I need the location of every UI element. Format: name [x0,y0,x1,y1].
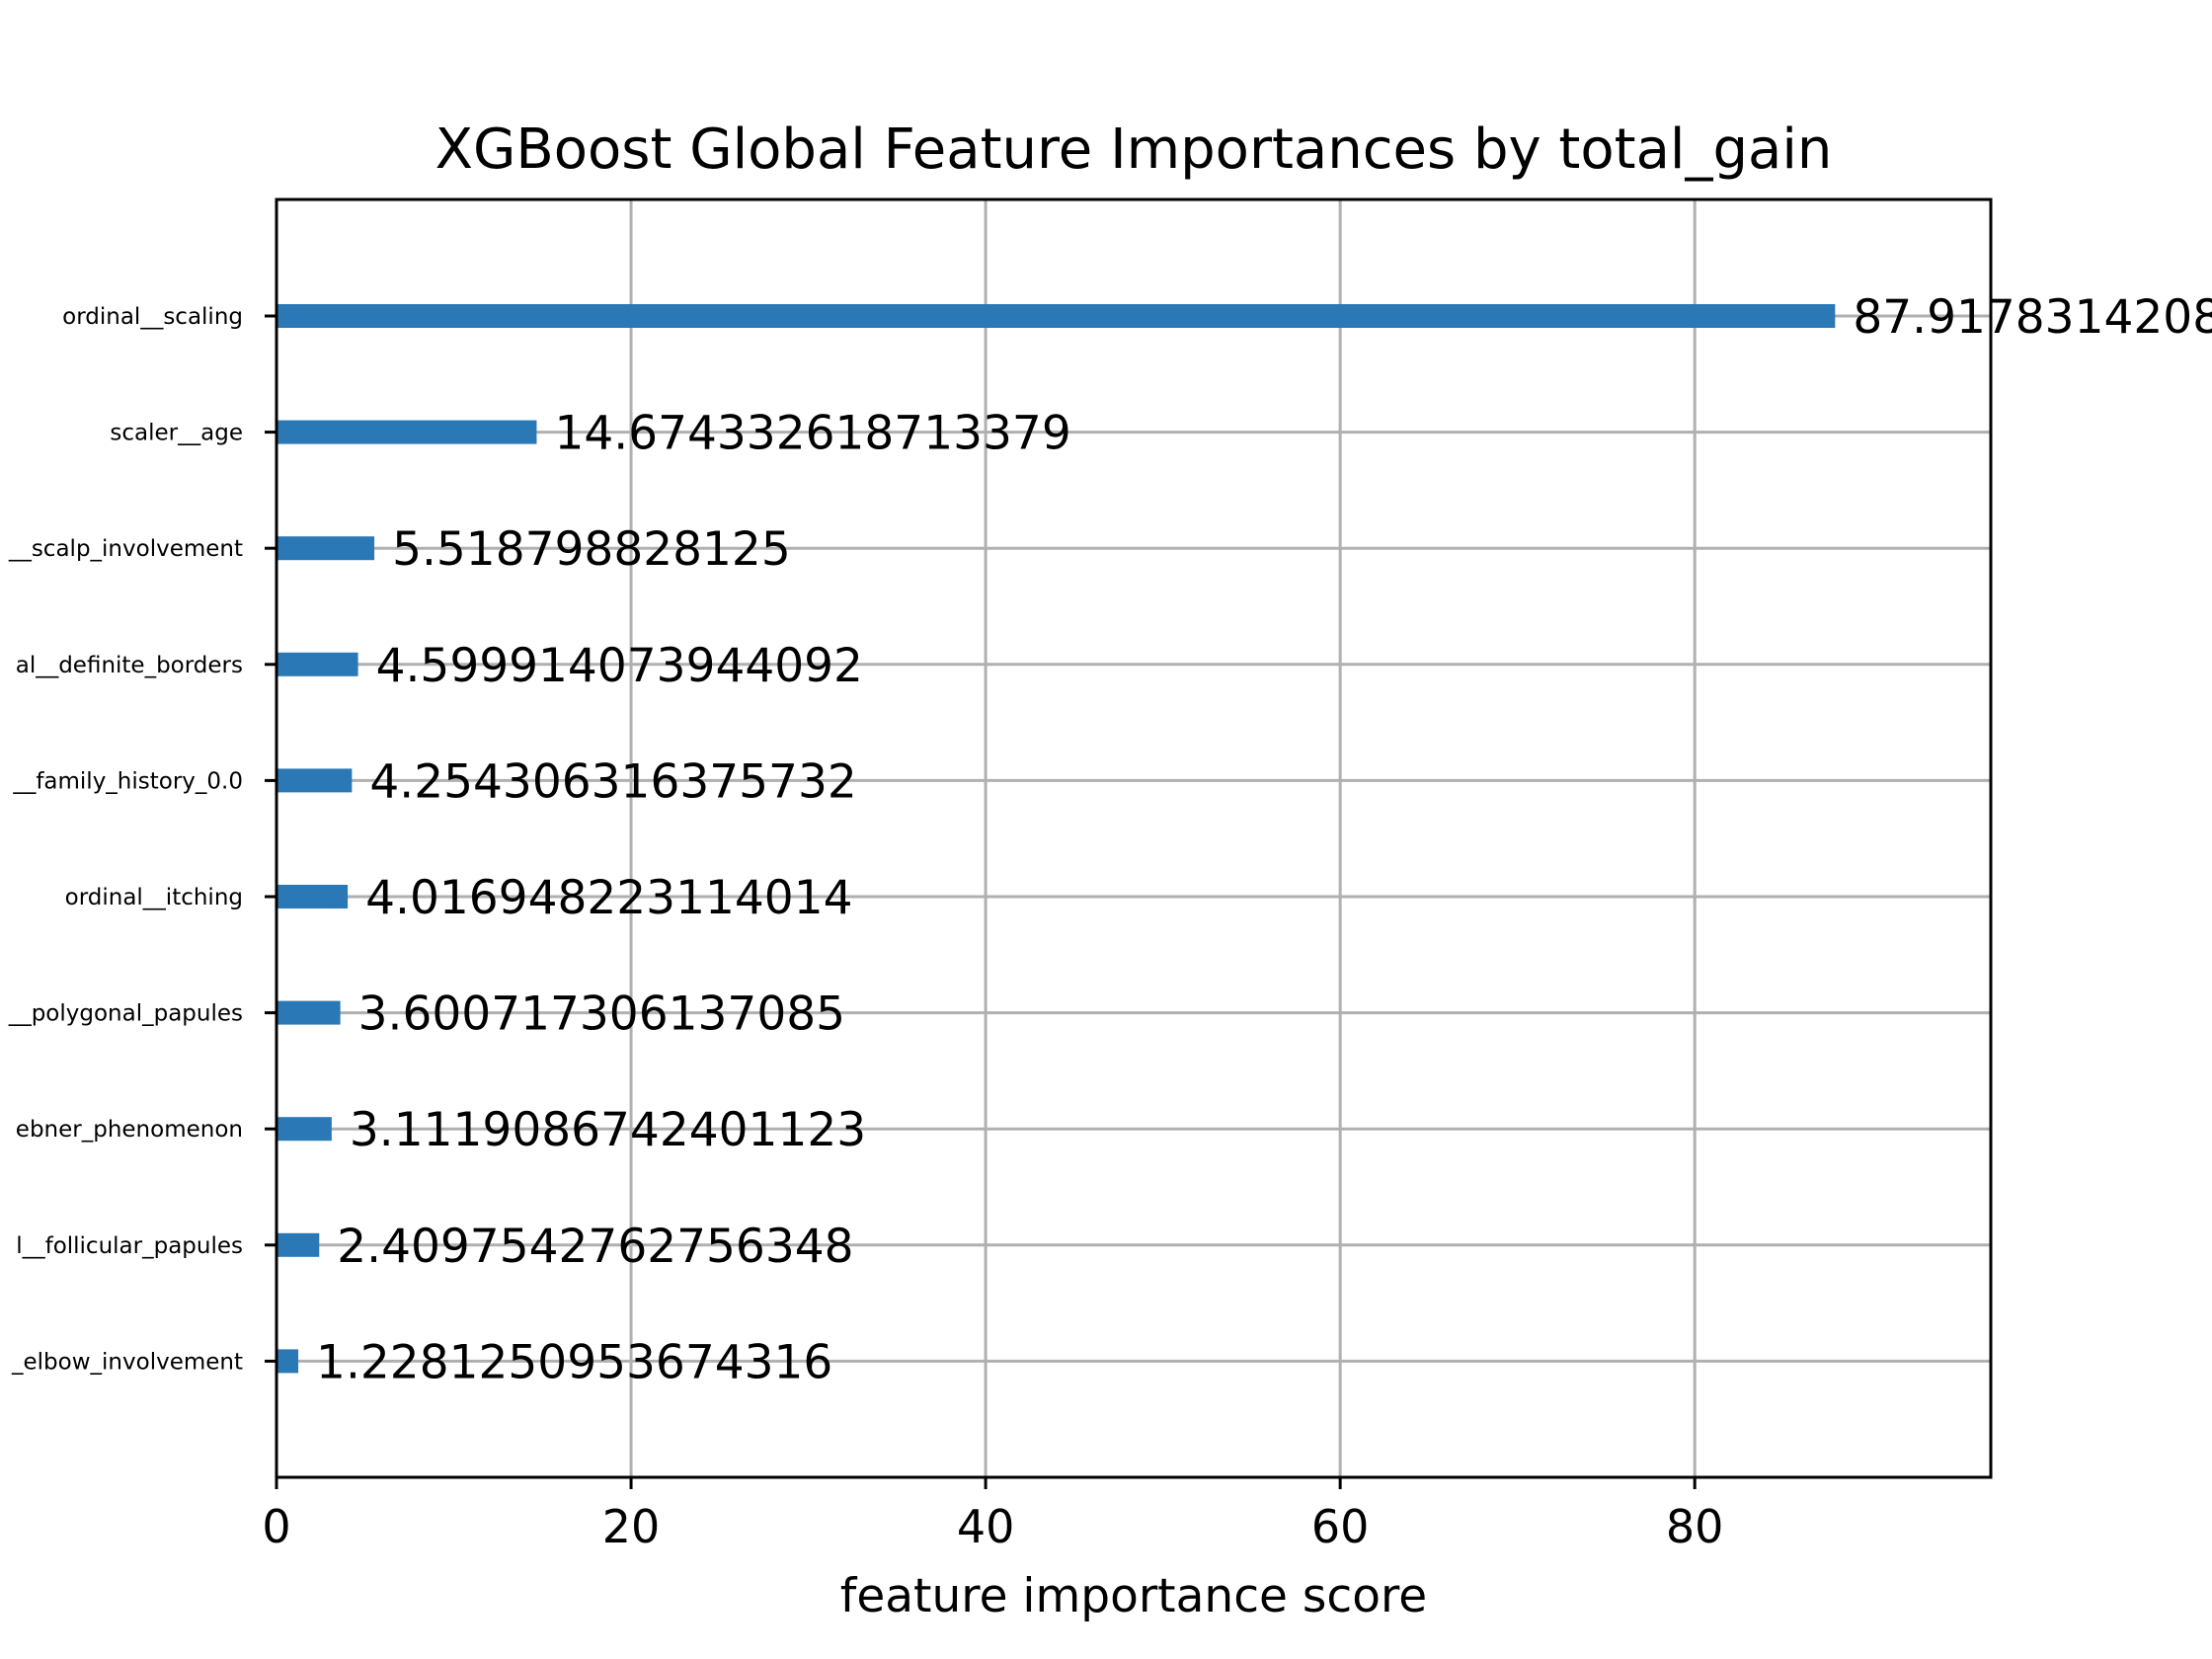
y-tick-label: __family_history_0.0 [12,768,243,794]
plot-frame [275,198,1993,1479]
x-axis-label: feature importance score [840,1569,1427,1623]
y-tick-label: ordinal__scaling [62,304,243,330]
bar [276,304,1836,328]
y-axis-ticks: ordinal__scaling scaler__age __scalp_invol… [8,304,276,1375]
bar [276,536,375,561]
bar-layer [276,304,1836,1374]
y-tick-label: ordinal__itching [65,885,243,910]
bar-value-label: 87.9178314208 [1853,290,2212,345]
x-axis-ticks: 0 20 40 60 80 [262,1477,1723,1553]
bar-value-label: 1.2281250953674316 [316,1335,832,1389]
chart-title: XGBoost Global Feature Importances by to… [435,118,1833,182]
y-tick-label: scaler__age [110,421,243,446]
x-tick-label: 40 [957,1500,1015,1553]
bar [276,420,537,444]
x-tick-label: 80 [1666,1500,1724,1553]
bar [276,1349,299,1374]
bar [276,1000,341,1025]
y-tick-label: l__follicular_papules [16,1233,243,1259]
bar-value-label: 4.254306316375732 [369,754,856,809]
grid-layer [275,199,1991,1477]
y-tick-label: ebner_phenomenon [16,1117,243,1143]
y-tick-label: al__definite_borders [16,653,243,678]
bar-value-label: 2.4097542762756348 [337,1220,853,1274]
y-tick-label: __scalp_involvement [8,536,243,562]
value-label-layer: 87.9178314208 14.674332618713379 5.5187988… [316,290,2212,1389]
x-tick-label: 0 [262,1500,290,1553]
x-tick-label: 60 [1311,1500,1370,1553]
y-tick-label: __polygonal_papules [8,1001,243,1027]
bar [276,1117,332,1142]
y-tick-label: _elbow_involvement [11,1349,243,1375]
bar-value-label: 3.600717306137085 [358,988,845,1042]
bar-value-label: 14.674332618713379 [554,407,1070,461]
bar [276,1232,320,1257]
bar-value-label: 3.1119086742401123 [350,1103,866,1157]
bar [276,652,358,676]
bar-value-label: 5.518798828125 [392,522,791,577]
x-tick-label: 20 [602,1500,661,1553]
bar [276,768,353,793]
bar-value-label: 4.016948223114014 [365,871,852,925]
bar [276,885,349,908]
bar-value-label: 4.599914073944092 [376,639,863,693]
